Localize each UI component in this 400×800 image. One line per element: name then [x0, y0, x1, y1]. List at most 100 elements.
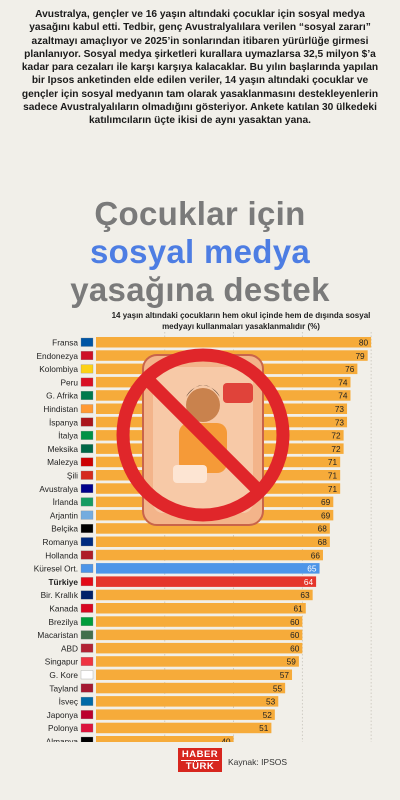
bar: [96, 523, 330, 534]
category-label: Peru: [60, 377, 78, 387]
bar-chart: Fransa 80 Endonezya 79 Kolombiya 76 Peru 74 G. A…: [34, 332, 372, 743]
value-label: 74: [338, 391, 348, 401]
value-label: 68: [318, 524, 328, 534]
category-label: Küresel Ort.: [34, 564, 78, 574]
title-line-3: yasağına destek: [70, 271, 330, 308]
category-label: Belçika: [51, 524, 78, 534]
value-label: 52: [263, 710, 273, 720]
bar: [96, 549, 323, 561]
flag-icon: [80, 351, 94, 360]
value-label: 60: [290, 630, 300, 640]
flag-icon: [80, 683, 94, 693]
category-label: Şili: [67, 471, 78, 481]
value-label: 71: [328, 457, 338, 467]
flag-icon: [80, 404, 94, 414]
flag-icon: [80, 643, 94, 653]
category-label: Meksika: [48, 444, 79, 454]
value-label: 73: [335, 417, 345, 427]
flag-icon: [80, 577, 94, 587]
value-label: 72: [331, 431, 341, 441]
value-label: 55: [273, 683, 283, 693]
no-phone-illustration: [116, 348, 290, 526]
flag-icon: [80, 391, 94, 400]
category-label: Romanya: [42, 537, 78, 547]
flag-icon: [80, 510, 94, 520]
category-label: Polonya: [48, 723, 78, 733]
bar: [96, 589, 313, 601]
bar: [96, 669, 293, 680]
logo-line-1: HABER: [181, 749, 219, 760]
bar: [96, 682, 286, 694]
value-label: 51: [259, 723, 269, 733]
category-label: Bir. Krallık: [41, 590, 79, 600]
flag-icon: [80, 484, 94, 493]
category-label: Endonezya: [36, 351, 78, 361]
value-label: 57: [280, 670, 290, 680]
flag-icon: [80, 364, 94, 374]
category-label: Singapur: [45, 657, 78, 667]
bar: [96, 696, 279, 707]
haberturk-logo: HABER TÜRK: [178, 748, 222, 772]
title-line-2: sosyal medya: [89, 233, 311, 270]
flag-icon: [80, 670, 94, 680]
flag-icon: [80, 563, 94, 573]
flag-icon: [80, 603, 94, 613]
value-label: 66: [311, 550, 321, 560]
value-label: 73: [335, 404, 345, 414]
value-label: 61: [294, 604, 304, 614]
flag-icon: [80, 444, 94, 454]
bar: [96, 576, 317, 587]
title-line-1: Çocuklar için: [94, 195, 306, 232]
intro-paragraph: Avustralya, gençler ve 16 yaşın altındak…: [21, 9, 379, 127]
category-label: Almanya: [46, 737, 79, 743]
logo-line-2: TÜRK: [181, 760, 219, 772]
value-label: 68: [318, 537, 328, 547]
value-label: 71: [328, 471, 338, 481]
value-label: 69: [321, 497, 331, 507]
value-label: 65: [307, 564, 317, 574]
flag-icon: [80, 417, 94, 427]
bar: [96, 536, 330, 547]
category-label: Hindistan: [43, 404, 78, 414]
category-label: İsveç: [59, 697, 78, 707]
chart-labels: Fransa 80 Endonezya 79 Kolombiya 76 Peru 74 G. A…: [34, 337, 369, 743]
flag-icon: [80, 630, 94, 640]
value-label: 71: [328, 484, 338, 494]
flag-icon: [80, 377, 94, 387]
bar: [96, 603, 306, 614]
flag-icon: [80, 723, 94, 733]
bar: [96, 709, 275, 720]
flag-icon: [80, 457, 94, 467]
source-note: Kaynak: IPSOS: [228, 757, 288, 767]
bar: [96, 616, 303, 627]
value-label: 64: [304, 577, 314, 587]
flag-icon: [80, 736, 94, 742]
category-label: Avustralya: [39, 484, 78, 494]
category-label: İspanya: [49, 417, 78, 427]
category-label: Fransa: [52, 338, 78, 348]
flag-icon: [80, 337, 94, 347]
category-label: Arjantin: [50, 510, 79, 520]
flag-icon: [80, 590, 94, 600]
category-label: Brezilya: [48, 617, 78, 627]
value-label: 74: [338, 377, 348, 387]
value-label: 59: [287, 657, 297, 667]
value-label: 53: [266, 697, 276, 707]
category-label: Tayland: [49, 683, 78, 693]
flag-icon: [80, 497, 94, 507]
bar: [96, 736, 234, 742]
bar: [96, 656, 299, 667]
flag-icon: [80, 470, 94, 480]
category-label: G. Afrika: [46, 391, 78, 401]
bar: [96, 563, 320, 574]
flag-icon: [80, 710, 94, 720]
category-label: Türkiye: [48, 577, 78, 587]
flag-icon: [80, 537, 94, 547]
flag-icon: [80, 657, 94, 666]
value-label: 40: [221, 737, 231, 743]
flag-icon: [80, 696, 94, 706]
prohibited-sign-icon: [116, 348, 290, 522]
category-label: Japonya: [47, 710, 79, 720]
category-label: Hollanda: [45, 550, 78, 560]
bar: [96, 629, 303, 641]
